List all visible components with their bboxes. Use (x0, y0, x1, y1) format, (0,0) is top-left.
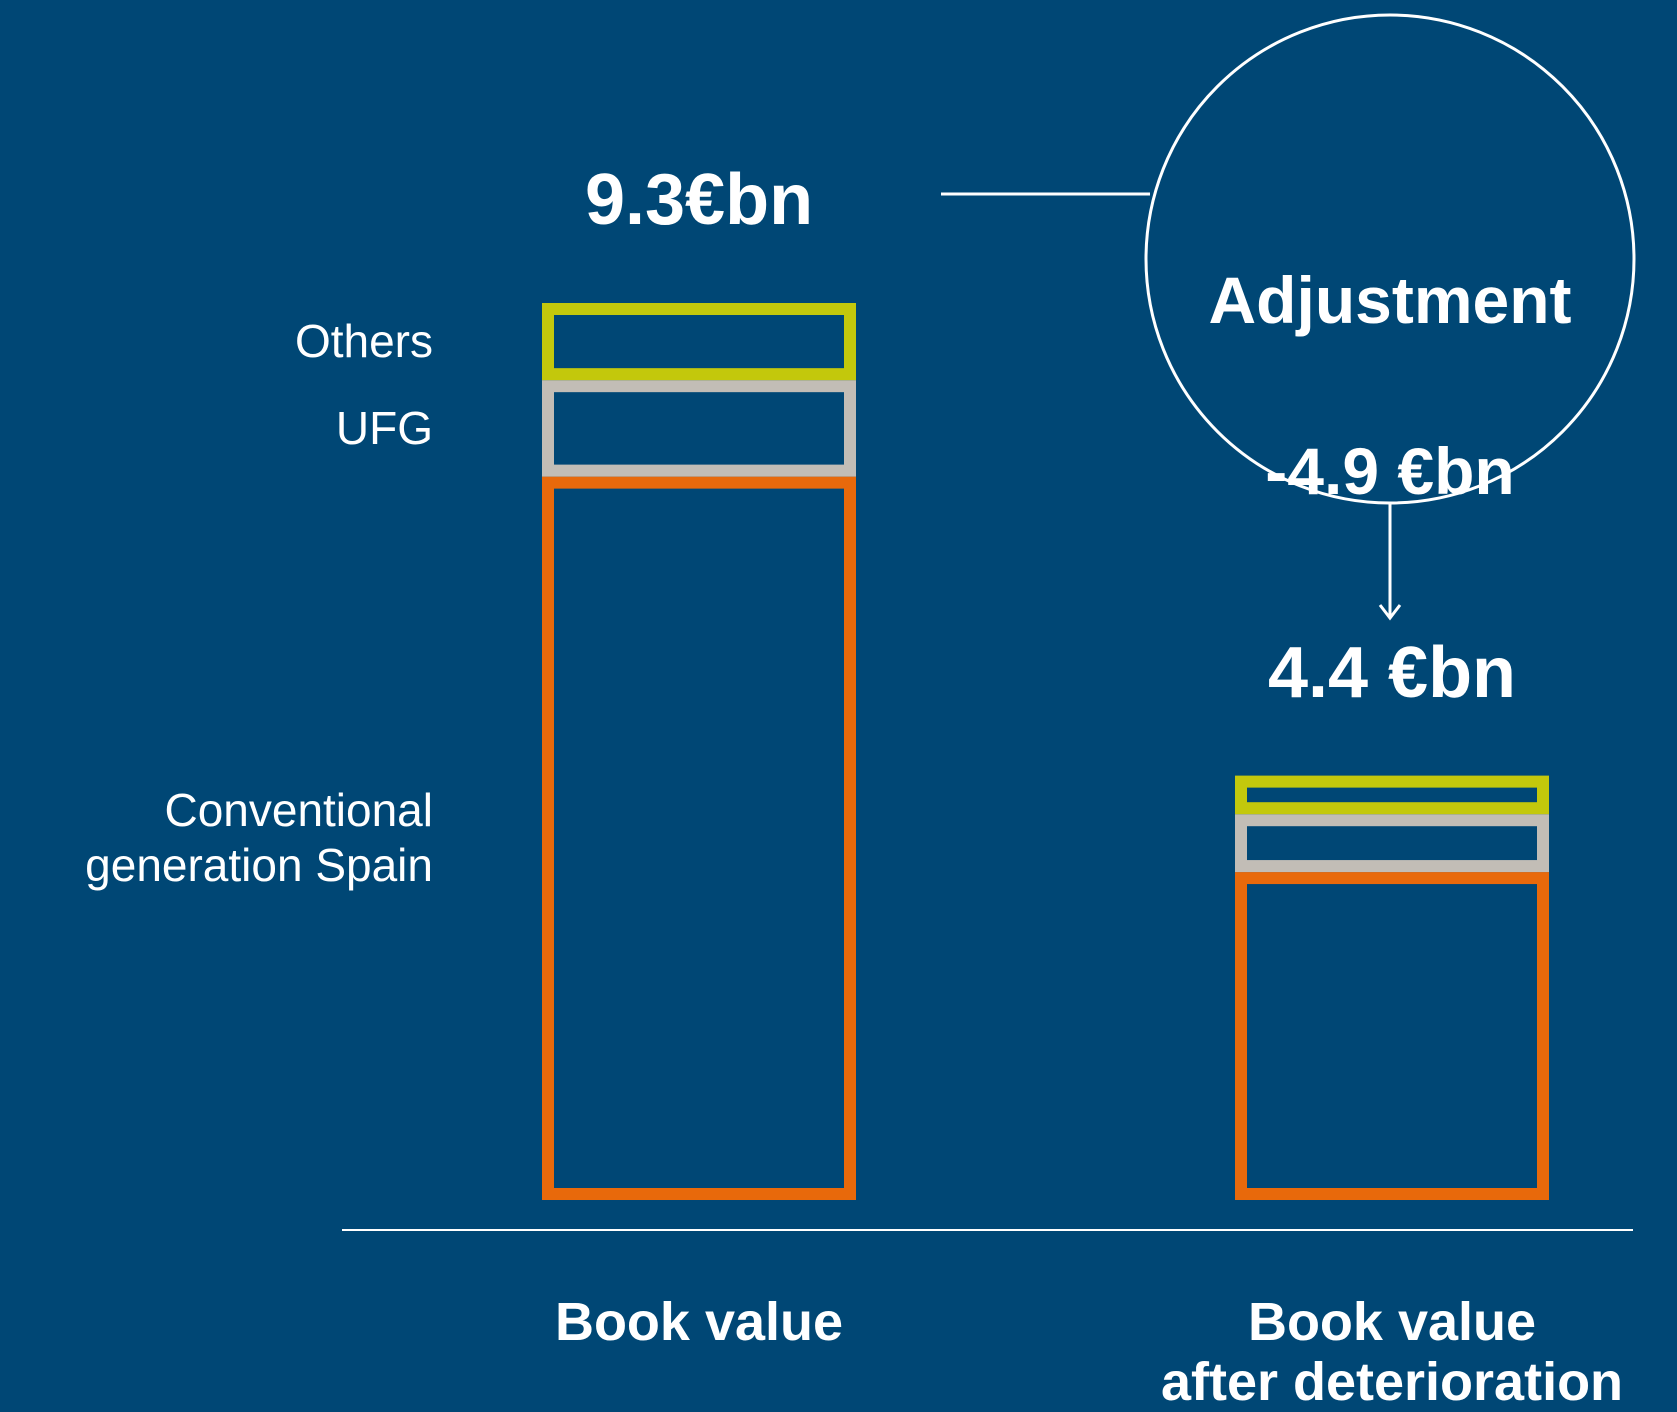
annotation: Adjustment -4.9 €bn (1146, 172, 1634, 601)
series-label: UFG (335, 401, 433, 454)
bar-segment (1235, 872, 1549, 1200)
bar-segment (542, 476, 856, 1200)
bar-segment (542, 380, 856, 477)
series-label: Others (294, 315, 433, 368)
x-tick-label: Book value after deterioration (1160, 1292, 1624, 1412)
series-label: Conventional generation Spain (85, 784, 433, 892)
total-label: 9.3€bn (584, 160, 814, 240)
bar-segment (542, 303, 856, 381)
bar-segment (1235, 775, 1549, 815)
annotation-value: -4.9 €bn (1265, 434, 1515, 509)
total-label: 4.4 €bn (1267, 632, 1517, 713)
x-tick-label: Book value (554, 1292, 844, 1352)
annotation-title: Adjustment (1208, 262, 1572, 337)
bar-segment (1235, 814, 1549, 873)
arrow-head (1378, 604, 1402, 621)
